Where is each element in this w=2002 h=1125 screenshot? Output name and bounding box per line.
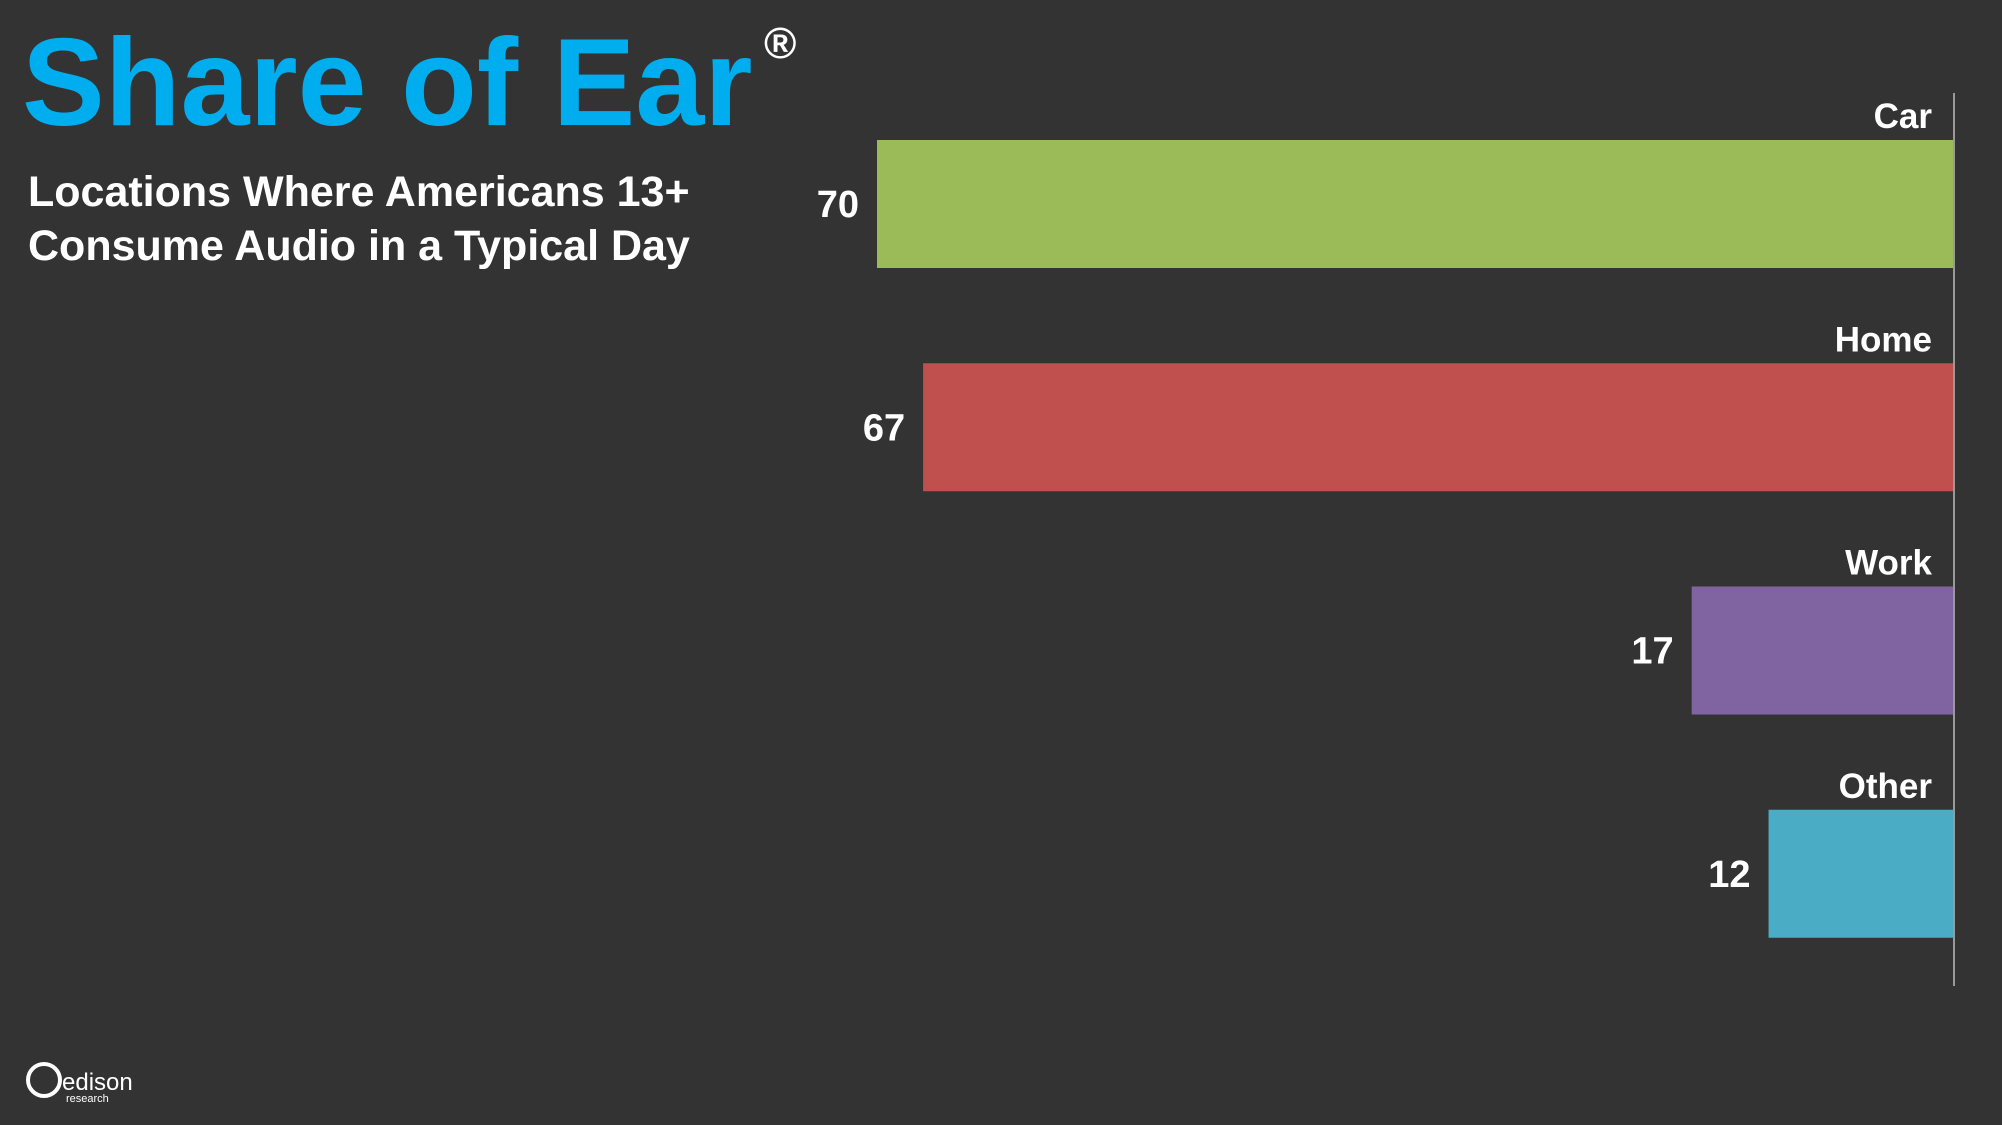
category-label: Car xyxy=(1874,97,1933,136)
chart-title: Share of Ear xyxy=(22,14,753,152)
logo-name: edison xyxy=(62,1069,133,1096)
category-label: Other xyxy=(1839,767,1933,806)
bar xyxy=(877,140,1953,268)
logo: edison research xyxy=(26,1062,133,1105)
category-label: Home xyxy=(1835,320,1932,359)
bar xyxy=(923,363,1953,492)
bar xyxy=(1691,586,1953,715)
value-label: 17 xyxy=(1631,631,1673,673)
title-mark: ® xyxy=(764,19,796,68)
logo-tagline: research xyxy=(66,1093,109,1105)
value-label: 70 xyxy=(817,184,859,226)
value-label: 12 xyxy=(1708,854,1750,896)
subtitle: Consume Audio in a Typical Day xyxy=(28,222,690,270)
bar xyxy=(1768,809,1953,938)
logo-icon xyxy=(26,1062,62,1098)
value-label: 67 xyxy=(863,407,905,449)
category-label: Work xyxy=(1845,544,1932,583)
subtitle: Locations Where Americans 13+ xyxy=(28,168,690,216)
